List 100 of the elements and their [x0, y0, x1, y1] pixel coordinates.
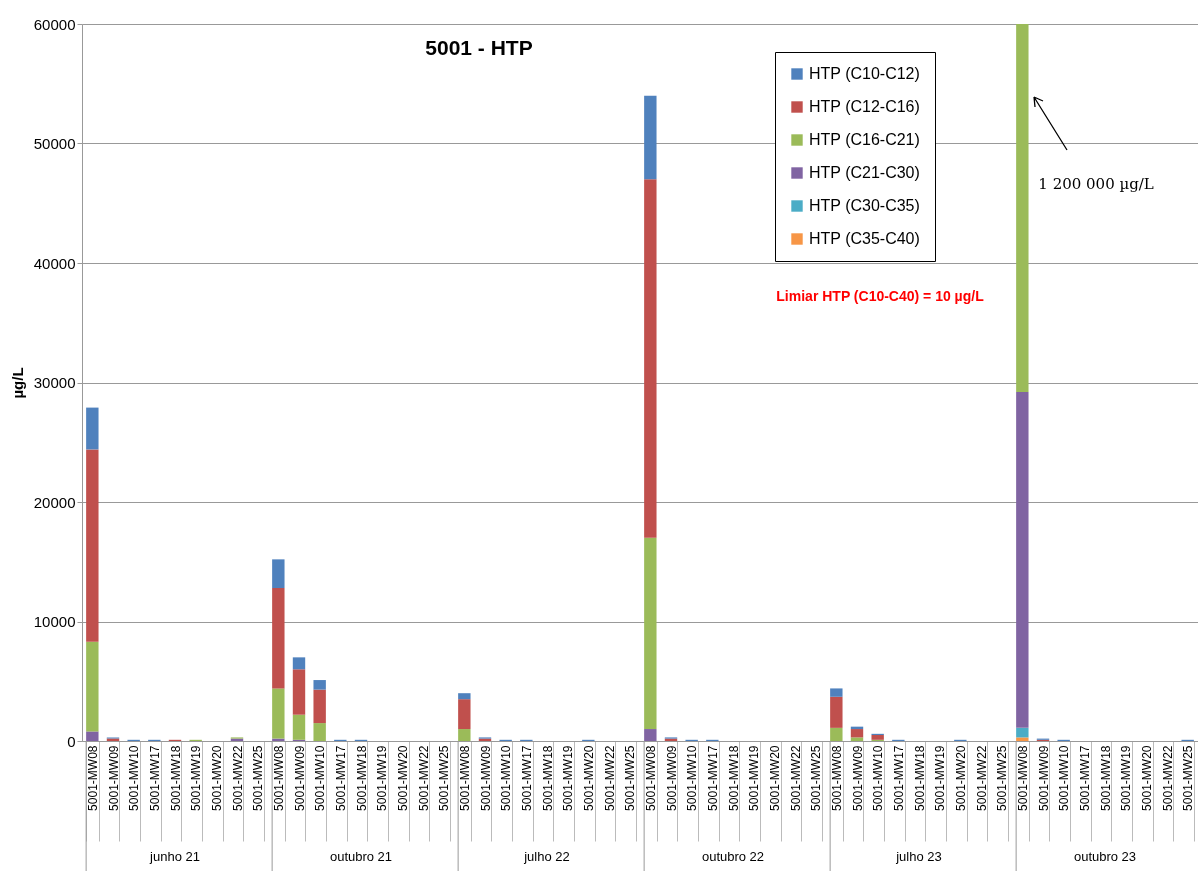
- bar: [313, 723, 326, 741]
- bar: [86, 407, 99, 450]
- text: julho 23: [895, 849, 942, 864]
- bar: [1016, 727, 1029, 738]
- x-tick-label: 5001-MW19: [747, 745, 762, 811]
- x-tick-label: 5001-MW22: [230, 745, 245, 811]
- bar: [313, 689, 326, 724]
- x-tick-label: 5001-MW18: [1098, 745, 1113, 811]
- legend-label: HTP (C16-C21): [809, 131, 920, 148]
- x-tick-label: 5001-MW17: [147, 745, 162, 811]
- x-tick-label: 5001-MW19: [561, 745, 576, 811]
- bar: [458, 699, 471, 730]
- y-tick-label: 0: [67, 732, 76, 750]
- x-tick-label: 5001-MW17: [333, 745, 348, 811]
- y-axis-title: µg/L: [8, 367, 26, 399]
- x-tick-label: 5001-MW10: [127, 745, 142, 811]
- bar: [1016, 737, 1029, 741]
- x-tick-label: 5001-MW25: [1181, 745, 1196, 811]
- x-tick-label: 5001-MW09: [478, 745, 493, 811]
- y-tick-label: 30000: [33, 374, 76, 391]
- bar: [292, 657, 306, 670]
- x-tick-label: 5001-MW10: [1057, 745, 1072, 811]
- bar: [86, 641, 99, 732]
- bar: [644, 179, 657, 538]
- x-tick-label: 5001-MW18: [168, 745, 183, 811]
- x-tick-label: 5001-MW09: [1036, 745, 1051, 811]
- bar: [292, 669, 306, 715]
- x-tick-label: 5001-MW25: [251, 745, 266, 811]
- bar: [86, 731, 99, 741]
- bar: [830, 688, 843, 697]
- x-tick-label: 5001-MW20: [209, 745, 224, 811]
- bar: [871, 735, 884, 740]
- legend-label: HTP (C21-C30): [809, 164, 920, 181]
- x-tick-label: 5001-MW10: [499, 745, 514, 811]
- text: julho 22: [523, 849, 570, 864]
- bar: [272, 588, 285, 689]
- x-tick-label: 5001-MW18: [726, 745, 741, 811]
- x-tick-label: 5001-MW22: [788, 745, 803, 811]
- text: outubro 23: [1073, 849, 1137, 864]
- x-tick-label: 5001-MW08: [457, 745, 472, 811]
- bar: [1016, 24, 1029, 393]
- bar: [458, 693, 471, 700]
- x-tick-label: 5001-MW09: [106, 745, 121, 811]
- x-tick-label: 5001-MW20: [767, 745, 782, 811]
- x-tick-label: 5001-MW20: [1139, 745, 1154, 811]
- annotation: 1 200 000 µg/L: [1038, 175, 1154, 193]
- bar: [850, 729, 864, 738]
- x-tick-label: 5001-MW20: [581, 745, 596, 811]
- x-tick-label: 5001-MW18: [540, 745, 555, 811]
- x-tick-label: 5001-MW22: [602, 745, 617, 811]
- x-tick-label: 5001-MW19: [189, 745, 204, 811]
- bar: [272, 559, 285, 589]
- bar: [830, 727, 843, 741]
- bar: [86, 449, 99, 642]
- bar: [850, 737, 864, 741]
- x-tick-label: 5001-MW25: [623, 745, 638, 811]
- x-tick-label: 5001-MW09: [292, 745, 307, 811]
- x-tick-label: 5001-MW25: [437, 745, 452, 811]
- x-tick-label: 5001-MW10: [685, 745, 700, 811]
- annotation: Limiar HTP (C10-C40) = 10 µg/L: [776, 288, 985, 304]
- text: outubro 22: [701, 849, 765, 864]
- x-tick-label: 5001-MW08: [643, 745, 658, 811]
- text: 5001 - HTP: [425, 36, 533, 59]
- x-tick-label: 5001-MW08: [1015, 745, 1030, 811]
- y-tick-label: 60000: [33, 15, 76, 33]
- x-tick-label: 5001-MW25: [995, 745, 1010, 811]
- x-tick-label: 5001-MW10: [313, 745, 328, 811]
- x-tick-label: 5001-MW08: [829, 745, 844, 811]
- x-tick-label: 5001-MW22: [1160, 745, 1175, 811]
- x-tick-label: 5001-MW10: [871, 745, 886, 811]
- y-tick-label: 50000: [33, 135, 76, 152]
- x-tick-label: 5001-MW25: [809, 745, 824, 811]
- text: outubro 21: [329, 849, 393, 864]
- x-tick-label: 5001-MW18: [912, 745, 927, 811]
- x-tick-label: 5001-MW18: [354, 745, 369, 811]
- x-tick-label: 5001-MW09: [664, 745, 679, 811]
- x-tick-label: 5001-MW19: [1119, 745, 1134, 811]
- legend-label: HTP (C12-C16): [809, 98, 920, 115]
- x-tick-label: 5001-MW17: [519, 745, 534, 811]
- bar: [644, 95, 657, 180]
- text: junho 21: [149, 849, 200, 864]
- x-tick-label: 5001-MW20: [953, 745, 968, 811]
- bar: [830, 696, 843, 728]
- y-tick-label: 10000: [33, 613, 76, 630]
- legend-label: HTP (C10-C12): [809, 65, 920, 82]
- x-tick-label: 5001-MW22: [974, 745, 989, 811]
- x-tick-label: 5001-MW22: [416, 745, 431, 811]
- y-tick-label: 20000: [33, 493, 76, 511]
- bar: [1016, 392, 1029, 728]
- x-tick-label: 5001-MW08: [271, 745, 286, 811]
- bar: [272, 688, 285, 739]
- y-tick-label: 40000: [33, 254, 76, 272]
- x-tick-label: 5001-MW17: [891, 745, 906, 811]
- legend-label: HTP (C30-C35): [809, 197, 920, 214]
- bar: [292, 714, 306, 740]
- bar: [313, 680, 326, 690]
- bar: [644, 537, 657, 730]
- legend-label: HTP (C35-C40): [809, 230, 920, 247]
- x-tick-label: 5001-MW20: [395, 745, 410, 811]
- x-tick-label: 5001-MW17: [1077, 745, 1092, 811]
